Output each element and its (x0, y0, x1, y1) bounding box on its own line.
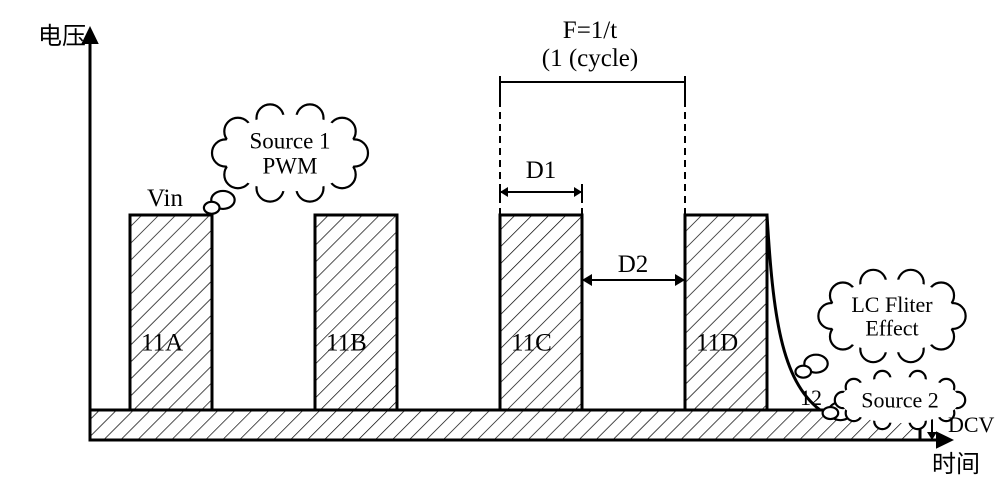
dcv-label: DCV (948, 412, 995, 437)
d1-arrow-right (574, 187, 582, 197)
diagram-svg: Source 1PWM LC FliterEffect Source 2 11A 11… (0, 0, 1000, 504)
pulse-11B (315, 215, 397, 410)
dcv-baseline (90, 410, 920, 440)
pulse-label-11A: 11A (141, 330, 183, 357)
d2-label: D2 (618, 251, 649, 278)
diagram-stage: Source 1PWM LC FliterEffect Source 2 11A 11… (0, 0, 1000, 504)
lc-filter-curve (767, 215, 820, 410)
callout-source1-text-1: PWM (263, 153, 318, 178)
x-axis-label: 时间 (932, 451, 980, 478)
label-12: 12 (800, 385, 822, 410)
callout-lcfilter: LC FliterEffect (818, 270, 965, 362)
pulse-label-11C: 11C (511, 330, 552, 357)
y-axis-label: 电压 (38, 23, 86, 50)
cycle-label-line2: (1 (cycle) (542, 45, 638, 72)
pulse-11D (685, 215, 767, 410)
pulse-label-11B: 11B (326, 330, 367, 357)
callout-source2-tail-2 (823, 407, 839, 419)
pulse-label-11D: 11D (696, 330, 738, 357)
callout-source2-text-0: Source 2 (861, 388, 939, 413)
pulse-11A (130, 215, 212, 410)
callout-source1-tail-2 (204, 202, 220, 214)
d1-arrow-left (500, 187, 508, 197)
callout-source1-text-0: Source 1 (249, 129, 330, 154)
callout-source1: Source 1PWM (212, 104, 368, 201)
vin-label: Vin (147, 185, 183, 212)
callout-source2: Source 2 (835, 371, 965, 429)
callout-lcfilter-tail-2 (795, 366, 811, 378)
callout-lcfilter-text-1: Effect (865, 316, 918, 341)
callout-lcfilter-text-0: LC Fliter (851, 292, 933, 317)
cycle-label-line1: F=1/t (563, 17, 617, 44)
d1-label: D1 (526, 157, 557, 184)
pulse-11C (500, 215, 582, 410)
